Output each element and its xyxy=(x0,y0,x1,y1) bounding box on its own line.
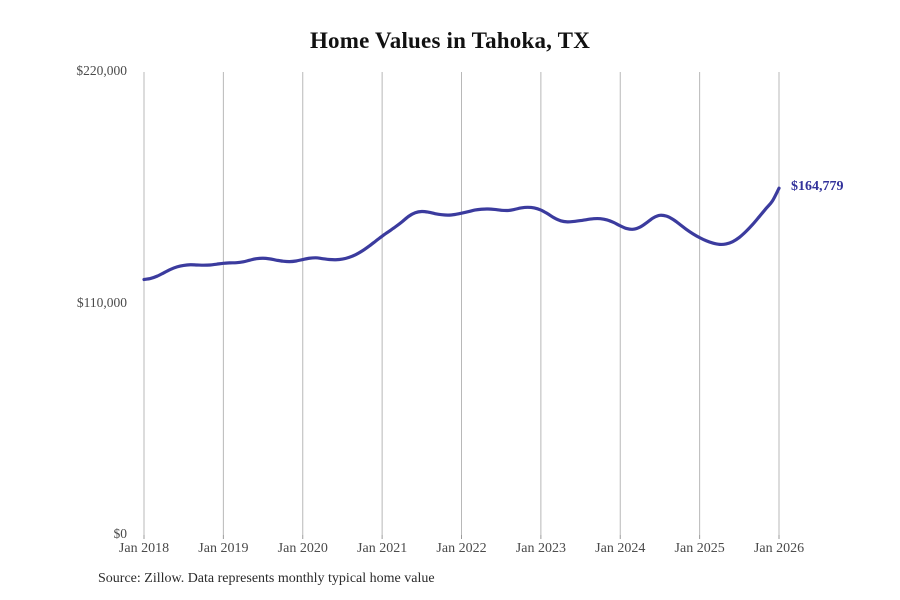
endpoint-value-annotation: $164,779 xyxy=(791,179,844,195)
x-axis-tick-label: Jan 2026 xyxy=(753,541,805,556)
chart-title: Home Values in Tahoka, TX xyxy=(309,28,591,53)
source-note: Source: Zillow. Data represents monthly … xyxy=(98,571,435,586)
y-axis-tick-label: $0 xyxy=(113,526,128,541)
home-value-line xyxy=(142,186,781,282)
gridlines-group xyxy=(143,72,780,539)
x-axis-tick-label: Jan 2018 xyxy=(118,541,170,556)
data-series-group xyxy=(142,186,781,282)
x-axis-tick-label: Jan 2020 xyxy=(277,541,328,556)
y-axis-tick-label: $220,000 xyxy=(76,63,127,78)
x-axis-tick-label: Jan 2023 xyxy=(515,541,566,556)
x-axis-tick-label: Jan 2024 xyxy=(595,541,646,556)
x-axis-tick-label: Jan 2025 xyxy=(674,541,725,556)
x-axis-tick-label: Jan 2021 xyxy=(357,541,408,556)
x-axis-tick-label: Jan 2022 xyxy=(436,541,487,556)
y-axis-tick-label: $110,000 xyxy=(76,294,127,310)
x-axis-tick-label: Jan 2019 xyxy=(198,541,249,556)
